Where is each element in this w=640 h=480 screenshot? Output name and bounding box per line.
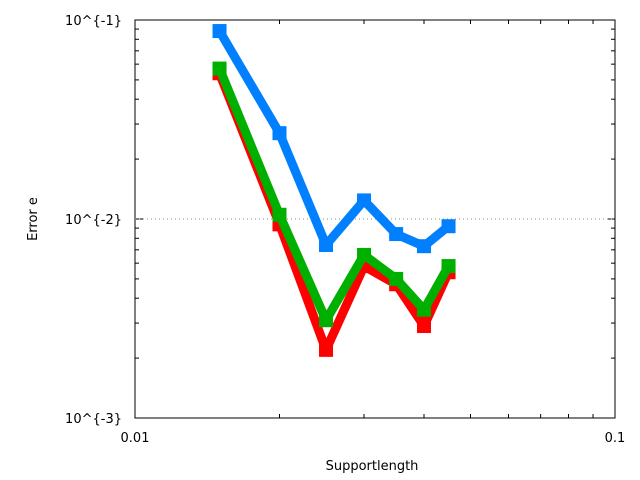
data-point [319,313,334,328]
series-2 [212,61,456,328]
y-tick-label: 10^{-1} [65,14,122,29]
data-point [357,247,372,262]
series-group [212,24,456,357]
data-point [212,24,227,39]
data-point [416,239,431,254]
y-tick-label: 10^{-2} [65,213,122,228]
data-point [416,318,431,333]
data-point [319,342,334,357]
data-point [357,193,372,208]
data-point [212,61,227,76]
x-tick-labels: 0.01 0.1 [121,431,626,446]
data-point [389,271,404,286]
x-tick-label: 0.01 [121,431,150,446]
data-point [416,302,431,317]
data-point [319,238,334,253]
series-3 [212,24,456,254]
minor-ticks [134,19,616,419]
data-point [441,259,456,274]
data-point [272,207,287,222]
x-axis-label: Supportlength [326,459,419,474]
data-point [389,227,404,242]
y-axis-label: Error e [26,197,41,241]
data-point [272,126,287,141]
data-point [441,219,456,234]
series-line [215,66,453,325]
y-tick-labels: 10^{-3} 10^{-2} 10^{-1} [65,14,122,427]
y-tick-label: 10^{-3} [65,412,122,427]
x-tick-label: 0.1 [605,431,626,446]
series-line [215,28,452,251]
